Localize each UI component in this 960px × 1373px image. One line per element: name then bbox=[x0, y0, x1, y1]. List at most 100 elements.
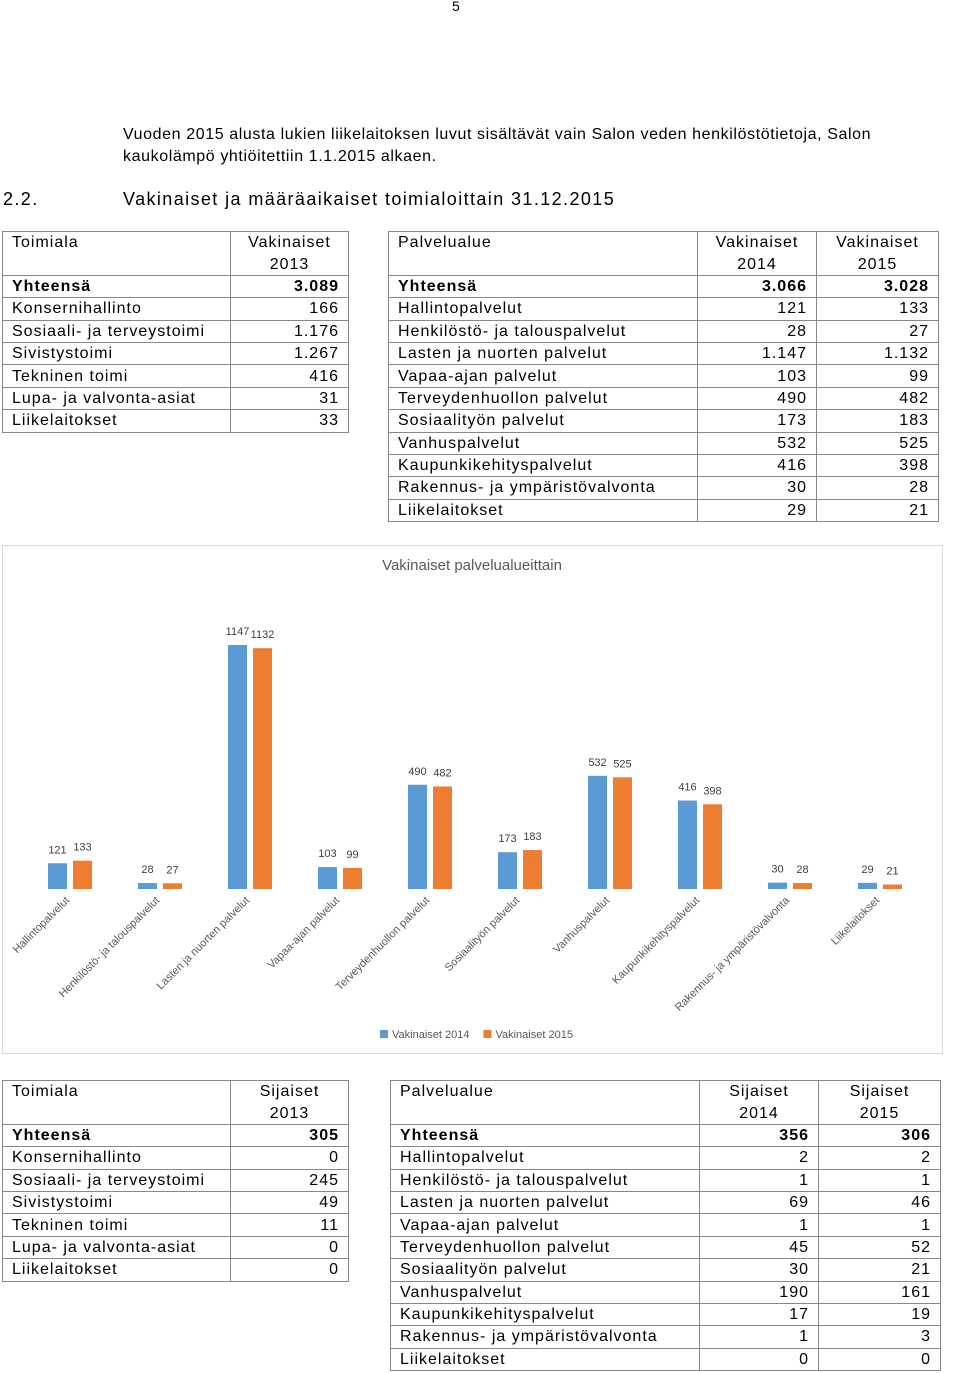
table-cell: Rakennus- ja ympäristövalvonta bbox=[390, 1325, 700, 1349]
table-cell: 490 bbox=[697, 386, 817, 411]
table-cell: Tekninen toimi bbox=[2, 364, 231, 388]
table-cell: Sivistystoimi bbox=[2, 1190, 231, 1215]
header-cell: Sijaiset bbox=[818, 1080, 941, 1103]
table-cell: 19 bbox=[818, 1302, 941, 1327]
data-label: 99 bbox=[346, 849, 358, 861]
header-row: Palvelualue Vakinaiset Vakinaiset bbox=[388, 231, 939, 276]
bar bbox=[253, 648, 272, 889]
table-cell: 99 bbox=[816, 364, 939, 388]
table-cell: Vanhuspalvelut bbox=[388, 431, 698, 455]
table-cell: Sosiaalityön palvelut bbox=[390, 1258, 700, 1282]
data-label: 532 bbox=[588, 757, 606, 769]
table-row: Terveydenhuollon palvelut 490 482 bbox=[388, 386, 939, 411]
table-cell: Hallintopalvelut bbox=[390, 1146, 700, 1170]
legend-label: Vakinaiset 2015 bbox=[495, 1029, 572, 1041]
data-label: 482 bbox=[433, 767, 451, 779]
table-row: Yhteensä 305 bbox=[2, 1123, 349, 1148]
table-cell: 29 bbox=[697, 498, 817, 523]
table-cell: Liikelaitokset bbox=[388, 498, 698, 523]
table-cell: 416 bbox=[230, 364, 349, 388]
data-label: 21 bbox=[886, 866, 898, 878]
table-row: Liikelaitokset 33 bbox=[2, 409, 349, 433]
header-cell: Toimiala bbox=[2, 1080, 231, 1125]
table-cell: 525 bbox=[816, 431, 939, 455]
table-cell: 28 bbox=[816, 476, 939, 500]
header-cell: Palvelualue bbox=[390, 1080, 700, 1125]
table-cell: 33 bbox=[230, 409, 349, 433]
table-cell: 1 bbox=[699, 1325, 819, 1349]
header-cell: 2014 bbox=[699, 1102, 819, 1125]
legend-swatch bbox=[483, 1030, 492, 1038]
table-row: Kaupunkikehityspalvelut 416 398 bbox=[388, 453, 939, 478]
chart-frame bbox=[2, 545, 943, 1054]
legend-label: Vakinaiset 2014 bbox=[392, 1029, 469, 1041]
table-cell: 416 bbox=[697, 453, 817, 478]
table-cell: 103 bbox=[697, 364, 817, 388]
header-cell: Toimiala bbox=[2, 231, 231, 276]
bar bbox=[228, 645, 247, 889]
table-row: Sosiaalityön palvelut 30 21 bbox=[390, 1258, 941, 1282]
table-row: Rakennus- ja ympäristövalvonta 1 3 bbox=[390, 1325, 941, 1349]
table-cell: Vapaa-ajan palvelut bbox=[390, 1213, 700, 1237]
table-cell: Konsernihallinto bbox=[2, 1146, 231, 1170]
bar bbox=[768, 882, 787, 889]
table-row: Terveydenhuollon palvelut 45 52 bbox=[390, 1235, 941, 1260]
table-cell: 305 bbox=[230, 1123, 349, 1148]
header-row: Toimiala Vakinaiset bbox=[2, 231, 349, 276]
header-cell: 2014 bbox=[697, 253, 817, 276]
table-row: Sosiaali- ja terveystoimi 1.176 bbox=[2, 319, 349, 343]
table-cell: 1 bbox=[818, 1213, 941, 1237]
table-row: Hallintopalvelut 121 133 bbox=[388, 297, 939, 321]
data-label: 121 bbox=[48, 844, 66, 856]
table-cell: 1 bbox=[699, 1213, 819, 1237]
table: Toimiala Vakinaiset 2013 Yhteensä 3.089 Konse… bbox=[2, 231, 349, 433]
table-cell: 28 bbox=[697, 319, 817, 343]
table-cell: 49 bbox=[230, 1190, 349, 1215]
table-row: Tekninen toimi 11 bbox=[2, 1213, 349, 1237]
chart-title: Vakinaiset palvelualueittain bbox=[382, 557, 562, 574]
data-label: 490 bbox=[408, 766, 426, 778]
table-cell: 133 bbox=[816, 297, 939, 321]
table-cell: Kaupunkikehityspalvelut bbox=[390, 1302, 700, 1327]
table-row: Konsernihallinto 166 bbox=[2, 297, 349, 321]
table-cell: 52 bbox=[818, 1235, 941, 1260]
table-cell: Lupa- ja valvonta-asiat bbox=[2, 1235, 231, 1260]
table-row: Sivistystoimi 49 bbox=[2, 1190, 349, 1215]
bar bbox=[498, 852, 517, 889]
bar bbox=[318, 867, 337, 889]
bar bbox=[883, 884, 902, 889]
header-cell: Sijaiset bbox=[230, 1080, 349, 1103]
table-row: Hallintopalvelut 2 2 bbox=[390, 1146, 941, 1170]
table-cell: 0 bbox=[818, 1347, 941, 1372]
table-cell: 27 bbox=[816, 319, 939, 343]
bar bbox=[613, 777, 632, 889]
table-cell: 17 bbox=[699, 1302, 819, 1327]
section-number: 2.2. bbox=[3, 189, 39, 209]
table-cell: Konsernihallinto bbox=[2, 297, 231, 321]
table-row: Tekninen toimi 416 bbox=[2, 364, 349, 388]
table-row: Liikelaitokset 29 21 bbox=[388, 498, 939, 523]
data-label: 29 bbox=[861, 864, 873, 876]
table-cell: 21 bbox=[816, 498, 939, 523]
table-cell: 0 bbox=[230, 1146, 349, 1170]
bar bbox=[408, 784, 427, 889]
table-cell: 1.132 bbox=[816, 341, 939, 366]
header-cell: 2015 bbox=[816, 253, 939, 276]
chart: Vakinaiset palvelualueittain 121 133Halli… bbox=[2, 545, 943, 1054]
bar bbox=[678, 800, 697, 889]
table-cell: 482 bbox=[816, 386, 939, 411]
table-cell: 0 bbox=[699, 1347, 819, 1372]
table-cell: 30 bbox=[697, 476, 817, 500]
table-cell: Sosiaalityön palvelut bbox=[388, 409, 698, 433]
table-cell: 45 bbox=[699, 1235, 819, 1260]
table-row: Lasten ja nuorten palvelut 69 46 bbox=[390, 1190, 941, 1215]
data-label: 525 bbox=[613, 758, 631, 770]
legend-swatch bbox=[380, 1030, 388, 1038]
table-cell: 1.147 bbox=[697, 341, 817, 366]
table-cell: 3.089 bbox=[230, 274, 349, 299]
table-cell: 190 bbox=[699, 1280, 819, 1304]
table-cell: Tekninen toimi bbox=[2, 1213, 231, 1237]
bar bbox=[73, 860, 92, 889]
header-row: Palvelualue Sijaiset Sijaiset bbox=[390, 1080, 941, 1125]
